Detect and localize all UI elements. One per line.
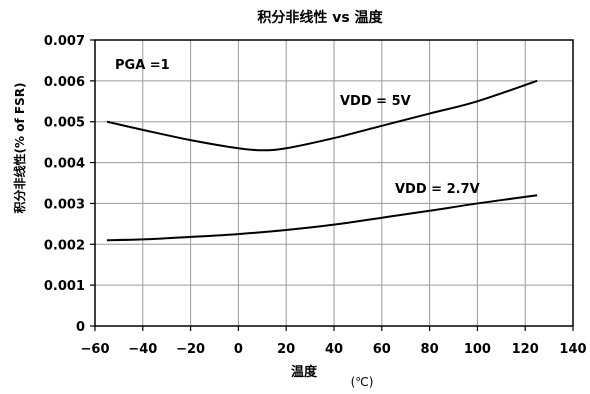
grid xyxy=(95,40,573,326)
x-tick-label: 100 xyxy=(464,342,491,357)
x-tick-label: 80 xyxy=(421,342,439,357)
y-tick-label: 0 xyxy=(76,320,85,335)
x-tick-label: 120 xyxy=(512,342,539,357)
series xyxy=(106,79,538,242)
x-axis-unit: (℃) xyxy=(351,375,374,389)
x-tick-label: 140 xyxy=(559,342,586,357)
y-tick-label: 0.006 xyxy=(44,75,85,90)
y-tick-label: 0.003 xyxy=(44,197,85,212)
plot-frame xyxy=(94,39,574,327)
y-axis-label: 积分非线性(% of FSR) xyxy=(12,83,27,214)
y-tick-label: 0.004 xyxy=(44,157,85,172)
series-line-vdd-5v xyxy=(106,79,538,152)
series-line-vdd-2-7v xyxy=(106,194,538,242)
chart-title: 积分非线性 vs 温度 xyxy=(257,9,383,26)
x-tick-label: 40 xyxy=(325,342,343,357)
x-axis-label: 温度 xyxy=(291,364,318,380)
x-tick-label: −60 xyxy=(81,342,110,357)
series-label-vdd-2-7v: VDD = 2.7V xyxy=(395,182,480,197)
annotation-pga: PGA =1 xyxy=(115,58,170,73)
y-tick-label: 0.007 xyxy=(44,34,85,49)
y-tick-label: 0.001 xyxy=(44,279,85,294)
y-tick-label: 0.005 xyxy=(44,116,85,131)
x-tick-label: 60 xyxy=(373,342,391,357)
x-tick-label: −40 xyxy=(128,342,157,357)
x-tick-label: 20 xyxy=(277,342,295,357)
y-tick-label: 0.002 xyxy=(44,238,85,253)
tick-labels: −60 −40 −20 0 20 40 60 80 100 120 140 0 0.001 0.002 0.… xyxy=(44,34,587,357)
x-tick-label: 0 xyxy=(234,342,243,357)
series-label-vdd-5v: VDD = 5V xyxy=(340,94,411,109)
x-tick-label: −20 xyxy=(176,342,205,357)
